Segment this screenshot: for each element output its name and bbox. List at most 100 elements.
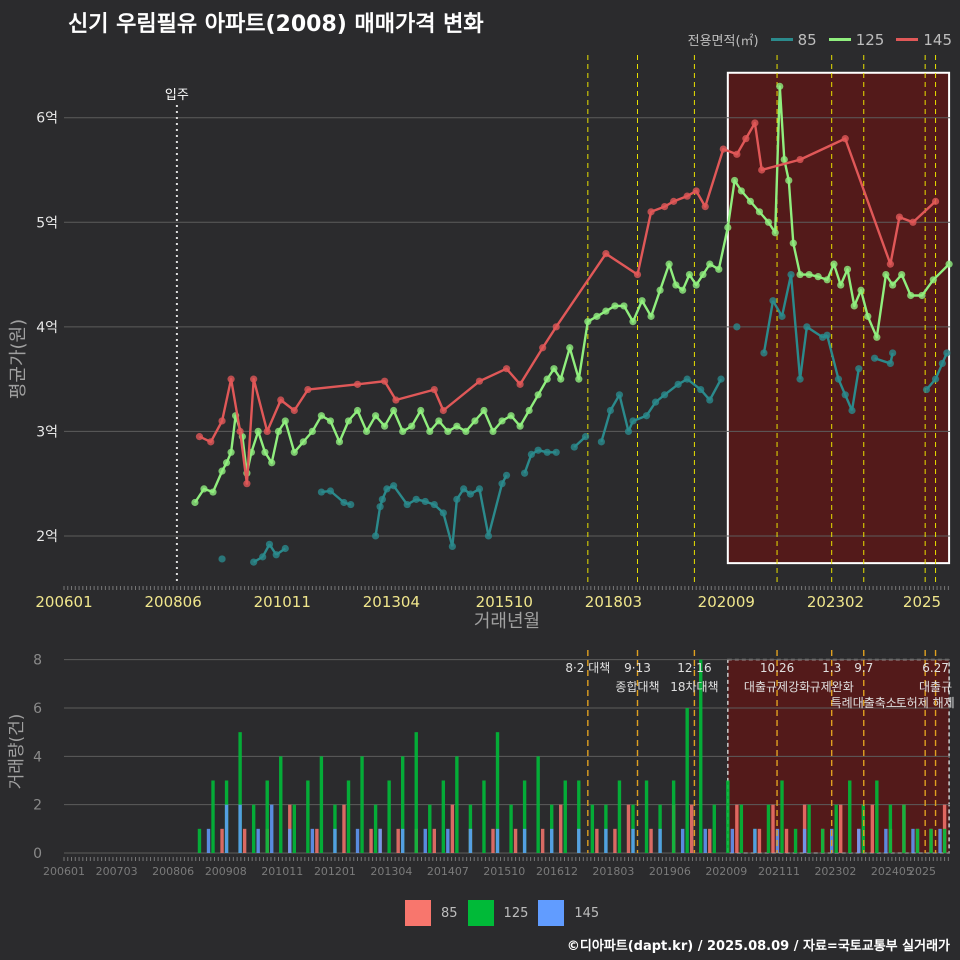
data-point-145 [909, 218, 917, 226]
data-point-125 [882, 270, 890, 279]
volume-bar-125 [671, 780, 676, 853]
data-point-145 [692, 187, 700, 195]
data-point-125 [715, 265, 723, 273]
data-point-145 [886, 260, 894, 268]
policy-date-label: 6.27 [922, 661, 949, 675]
data-point-125 [746, 197, 755, 205]
data-point-85 [855, 365, 863, 373]
series-segment-85 [798, 326, 809, 380]
volume-bar-85 [735, 804, 739, 853]
volume-bar-125 [888, 804, 893, 853]
volume-x-tick-label: 202302 [814, 865, 856, 878]
legend-bottom-label-145: 145 [574, 905, 600, 921]
volume-bar-145 [857, 828, 861, 853]
volume-bar-145 [378, 828, 382, 853]
data-point-125 [823, 276, 831, 284]
volume-x-tick-label: 200806 [152, 865, 194, 878]
x-tick-label: 201304 [363, 593, 420, 611]
data-point-125 [629, 318, 637, 326]
data-point-125 [830, 260, 838, 268]
data-point-125 [699, 270, 707, 279]
data-point-125 [780, 155, 788, 164]
data-point-145 [539, 344, 547, 352]
policy-name-label: 대출규 [919, 680, 952, 694]
volume-x-tick-label: 201906 [649, 865, 691, 878]
data-point-85 [250, 558, 258, 566]
data-point-125 [281, 417, 289, 425]
volume-bar-145 [206, 828, 211, 853]
x-tick-label: 201011 [254, 593, 311, 611]
data-point-85 [412, 495, 420, 503]
data-point-85 [889, 349, 897, 357]
volume-bar-85 [491, 828, 495, 853]
data-point-85 [606, 406, 615, 415]
volume-bar-125 [495, 732, 500, 853]
data-point-125 [679, 286, 687, 294]
volume-bar-125 [577, 780, 581, 853]
volume-bar-85 [613, 828, 617, 853]
data-point-85 [943, 349, 951, 357]
legend-box-125 [467, 900, 494, 926]
y-tick-label: 2억 [36, 529, 58, 545]
volume-bar-125 [875, 780, 879, 853]
data-point-85 [521, 469, 529, 477]
x-axis-title: 거래년월 [474, 611, 540, 632]
volume-bar-125 [820, 828, 825, 853]
volume-bar-85 [690, 804, 694, 853]
data-point-125 [362, 427, 371, 435]
data-point-85 [218, 555, 226, 563]
volume-bar-125 [902, 804, 906, 853]
data-point-125 [344, 417, 353, 425]
legend-swatch-85 [770, 38, 793, 41]
data-point-125 [435, 417, 443, 425]
data-point-125 [254, 427, 262, 435]
volume-bar-125 [644, 780, 649, 853]
volume-bar-145 [238, 804, 242, 853]
legend-label-145: 145 [923, 30, 952, 49]
data-point-145 [647, 208, 655, 216]
volume-bar-85 [220, 828, 224, 853]
data-point-125 [814, 273, 822, 281]
volume-bar-125 [712, 804, 716, 853]
data-point-145 [670, 197, 678, 205]
data-point-145 [683, 192, 691, 200]
volume-bar-145 [577, 828, 581, 853]
data-point-145 [502, 365, 511, 373]
data-point-85 [697, 385, 705, 394]
bottom-legend: 85 125 145 [405, 900, 599, 926]
policy-date-label: 8·2 대책 [565, 660, 610, 675]
volume-bar-85 [839, 804, 843, 853]
data-point-125 [611, 302, 619, 310]
data-point-125 [534, 391, 542, 399]
policy-date-label: 9.7 [854, 661, 873, 675]
data-point-125 [444, 427, 452, 435]
data-point-125 [857, 286, 865, 294]
policy-name-label: 토허제 해제 [896, 696, 955, 710]
data-point-125 [575, 375, 583, 383]
volume-chart: 0 2 4 6 8 200601 200703 200806 200908 201011 20120… [7, 650, 955, 878]
data-point-85 [581, 433, 590, 441]
data-point-145 [277, 396, 285, 404]
policy-name-label: 규제완화 [810, 680, 854, 694]
data-point-125 [566, 344, 574, 352]
series-segment-85 [374, 506, 382, 537]
volume-x-tick-label: 201612 [536, 865, 578, 878]
data-point-125 [417, 406, 425, 415]
data-point-125 [557, 375, 565, 383]
volume-bar-125 [292, 804, 296, 853]
data-point-125 [209, 488, 217, 496]
volume-bar-145 [753, 828, 757, 853]
data-point-125 [764, 218, 773, 226]
x-tick-label: 200601 [35, 593, 92, 611]
data-point-145 [250, 375, 258, 383]
volume-bar-125 [766, 804, 771, 853]
series-segment-85 [789, 274, 802, 380]
volume-bar-125 [699, 659, 703, 853]
volume-bar-125 [197, 828, 202, 853]
volume-bar-125 [346, 780, 351, 853]
volume-bar-145 [224, 804, 229, 853]
data-point-145 [218, 417, 226, 425]
volume-bar-85 [513, 828, 518, 853]
volume-x-tick-label: 201011 [261, 865, 303, 878]
data-point-125 [647, 312, 655, 320]
